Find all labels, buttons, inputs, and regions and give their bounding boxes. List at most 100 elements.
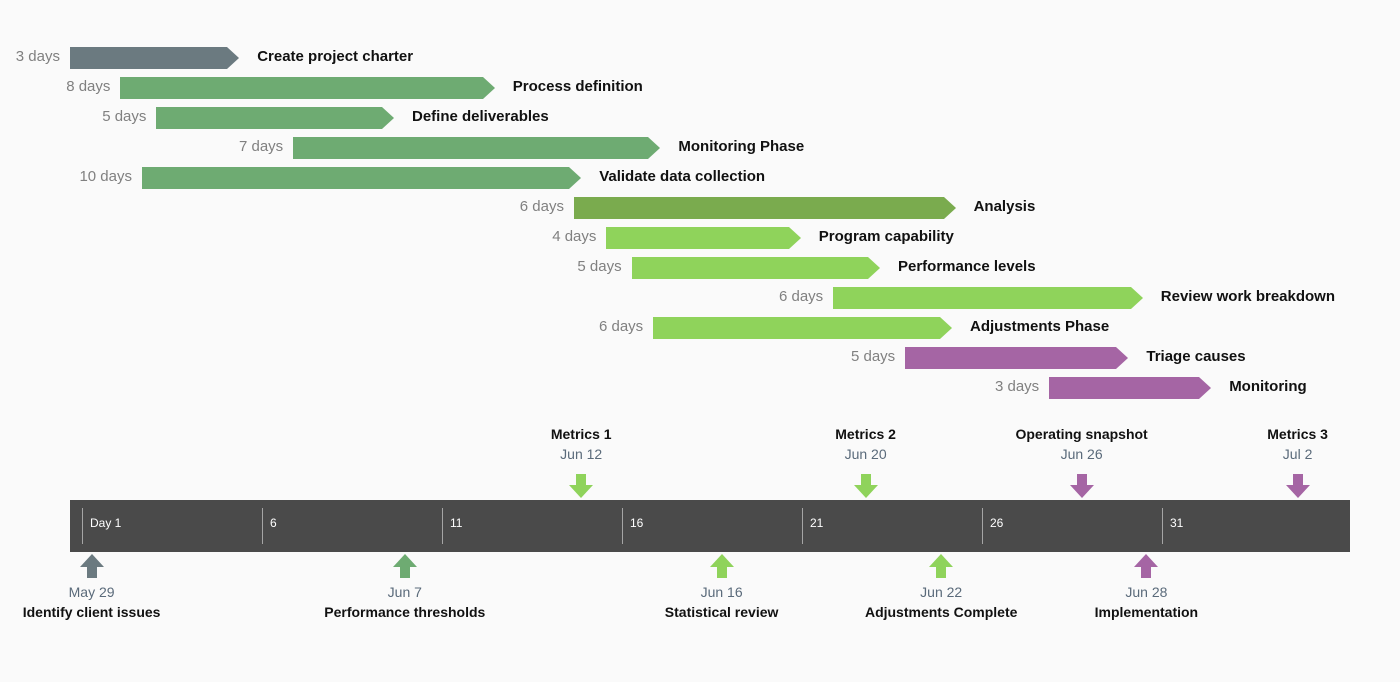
task-bar: Review work breakdown6 days	[833, 287, 1143, 309]
milestone-title: Metrics 3	[1267, 426, 1328, 442]
arrow-up-icon	[393, 554, 417, 578]
task-duration: 6 days	[599, 318, 643, 335]
chevron-right-icon	[944, 197, 956, 219]
milestone-title: Performance thresholds	[324, 604, 485, 620]
arrow-up-icon	[1134, 554, 1158, 578]
task-name: Program capability	[819, 228, 954, 245]
milestone-title: Metrics 1	[551, 426, 612, 442]
timeline-tick-label: Day 1	[90, 516, 121, 530]
arrow-down-icon	[1286, 474, 1310, 498]
gantt-row: Create project charter 3 days	[0, 45, 1400, 75]
milestone-date: Jun 20	[845, 446, 887, 462]
task-bar: Triage causes5 days	[905, 347, 1128, 369]
timeline-bar: Day 1 6 11 16 21 26 31	[70, 500, 1350, 552]
task-name: Define deliverables	[412, 108, 549, 125]
timeline-tick	[802, 508, 803, 544]
gantt-row: Monitoring 3 days	[0, 375, 1400, 405]
task-bar: Program capability4 days	[606, 227, 800, 249]
task-name: Validate data collection	[599, 168, 765, 185]
task-bar: Process definition8 days	[120, 77, 494, 99]
gantt-row: Validate data collection 10 days	[0, 165, 1400, 195]
task-name: Performance levels	[898, 258, 1036, 275]
task-bar-body	[142, 167, 569, 189]
task-bar-body	[1049, 377, 1199, 399]
gantt-row: Adjustments Phase6 days	[0, 315, 1400, 345]
arrow-down-icon	[1070, 474, 1094, 498]
task-duration: 4 days	[552, 228, 596, 245]
milestone-title: Identify client issues	[23, 604, 161, 620]
chevron-right-icon	[868, 257, 880, 279]
milestone-date: May 29	[69, 584, 115, 600]
task-duration: 3 days	[995, 378, 1039, 395]
task-bar-body	[653, 317, 940, 339]
chevron-right-icon	[1131, 287, 1143, 309]
chevron-right-icon	[1199, 377, 1211, 399]
milestone-title: Metrics 2	[835, 426, 896, 442]
task-name: Process definition	[513, 78, 643, 95]
milestone-title: Statistical review	[665, 604, 779, 620]
task-bar-body	[833, 287, 1131, 309]
task-bar: Define deliverables5 days	[156, 107, 394, 129]
chevron-right-icon	[789, 227, 801, 249]
milestone-title: Operating snapshot	[1015, 426, 1147, 442]
gantt-row: Performance levels5 days	[0, 255, 1400, 285]
chevron-right-icon	[483, 77, 495, 99]
timeline-tick	[982, 508, 983, 544]
task-bar: Validate data collection10 days	[142, 167, 581, 189]
milestone-date: Jun 26	[1061, 446, 1103, 462]
timeline-tick-label: 26	[990, 516, 1003, 530]
chevron-right-icon	[940, 317, 952, 339]
task-name: Create project charter	[257, 48, 413, 65]
gantt-chart: Create project charter 3 days Process defi…	[0, 45, 1400, 405]
gantt-row: Define deliverables 5 days	[0, 105, 1400, 135]
chevron-right-icon	[569, 167, 581, 189]
task-duration: 7 days	[239, 138, 283, 155]
milestone-title: Adjustments Complete	[865, 604, 1017, 620]
gantt-row: Review work breakdown6 days	[0, 285, 1400, 315]
task-duration: 8 days	[66, 78, 110, 95]
milestone-date: Jun 7	[388, 584, 422, 600]
timeline-tick-label: 11	[450, 516, 462, 530]
task-bar: Monitoring3 days	[1049, 377, 1211, 399]
task-name: Analysis	[974, 198, 1036, 215]
task-bar: Create project charter3 days	[70, 47, 239, 69]
task-bar-body	[70, 47, 227, 69]
task-name: Monitoring Phase	[678, 138, 804, 155]
timeline-tick	[82, 508, 83, 544]
arrow-up-icon	[929, 554, 953, 578]
gantt-row: Process definition 8 days	[0, 75, 1400, 105]
task-bar: Analysis6 days	[574, 197, 956, 219]
timeline-tick-label: 6	[270, 516, 277, 530]
task-name: Triage causes	[1146, 348, 1245, 365]
task-bar-body	[574, 197, 944, 219]
task-bar: Monitoring Phase7 days	[293, 137, 660, 159]
arrow-down-icon	[569, 474, 593, 498]
timeline-tick	[1162, 508, 1163, 544]
chevron-right-icon	[648, 137, 660, 159]
task-duration: 6 days	[520, 198, 564, 215]
milestone-title: Implementation	[1095, 604, 1198, 620]
gantt-row: Monitoring Phase 7 days	[0, 135, 1400, 165]
task-bar-body	[293, 137, 648, 159]
timeline-tick-label: 31	[1170, 516, 1183, 530]
milestone-date: Jun 16	[701, 584, 743, 600]
task-bar: Adjustments Phase6 days	[653, 317, 952, 339]
timeline-tick-label: 21	[810, 516, 823, 530]
task-bar: Performance levels5 days	[632, 257, 880, 279]
timeline-tick-label: 16	[630, 516, 643, 530]
timeline-tick	[622, 508, 623, 544]
arrow-down-icon	[854, 474, 878, 498]
task-bar-body	[156, 107, 382, 129]
task-duration: 5 days	[102, 108, 146, 125]
task-duration: 10 days	[79, 168, 132, 185]
timeline-tick	[442, 508, 443, 544]
task-duration: 3 days	[16, 48, 60, 65]
chevron-right-icon	[382, 107, 394, 129]
task-name: Monitoring	[1229, 378, 1306, 395]
gantt-row: Program capability 4 days	[0, 225, 1400, 255]
arrow-up-icon	[710, 554, 734, 578]
task-name: Review work breakdown	[1161, 288, 1335, 305]
timeline-tick	[262, 508, 263, 544]
gantt-row: Analysis 6 days	[0, 195, 1400, 225]
gantt-row: Triage causes5 days	[0, 345, 1400, 375]
